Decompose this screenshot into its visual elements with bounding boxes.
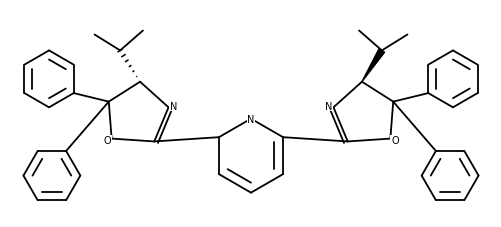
Text: O: O [103,136,111,146]
Text: N: N [324,101,331,111]
Polygon shape [361,49,384,82]
Text: O: O [390,136,398,146]
Text: N: N [170,101,177,111]
Text: N: N [247,114,254,124]
